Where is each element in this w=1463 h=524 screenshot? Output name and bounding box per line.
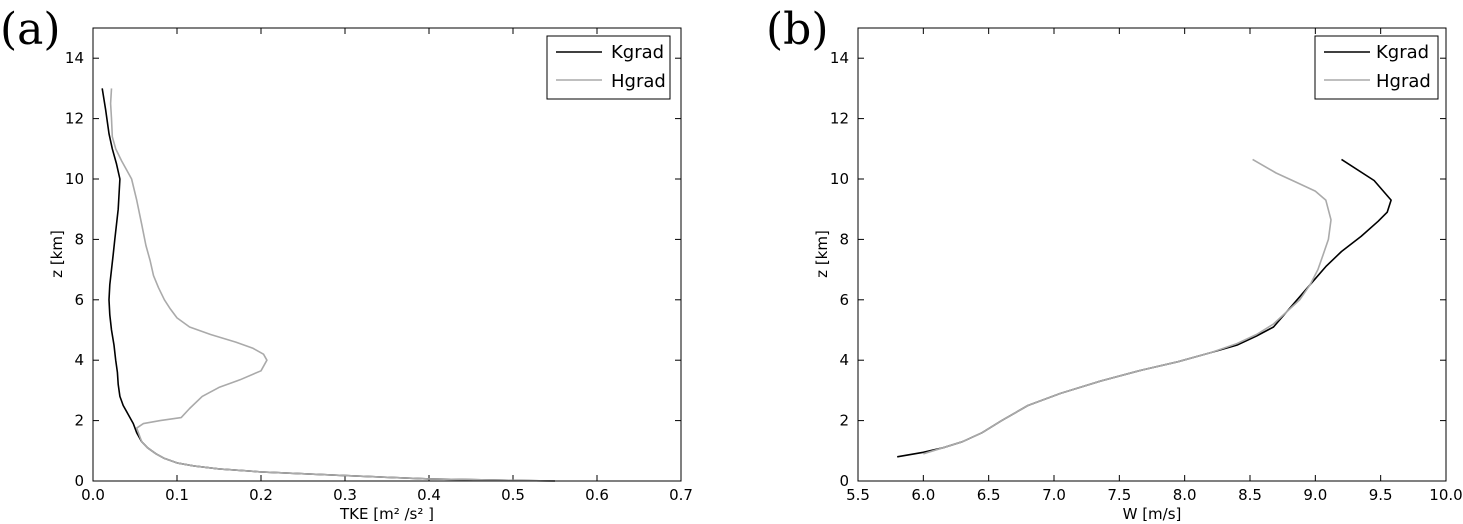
- series-line-hgrad: [109, 88, 556, 482]
- panel-b-ticks: 5.5 6.0 6.5 7.0 7.5 8.0 8.5 9.0 9.5 10.0 0 2 4 6 8 10 12…: [830, 28, 1463, 504]
- x-tick-label: 0.1: [165, 486, 189, 504]
- x-tick-label: 0.0: [81, 486, 105, 504]
- series-line-hgrad: [923, 158, 1332, 455]
- y-tick-label: 12: [830, 110, 849, 128]
- y-tick-label: 12: [65, 110, 84, 128]
- y-tick-label: 2: [74, 412, 84, 430]
- panel-b-legend-box: [1314, 35, 1439, 100]
- panel-a: (a) 0.0 0.1 0.2 0.3 0.4 0.5 0.6 0.702468101214 …: [0, 4, 693, 523]
- x-tick-label: 8.5: [1238, 486, 1262, 504]
- x-tick-label: 7.0: [1042, 486, 1066, 504]
- panel-label-a: (a): [0, 4, 61, 55]
- x-tick-label: 8.0: [1173, 486, 1197, 504]
- series-line-kgrad: [897, 158, 1392, 458]
- panel-a-legend-kgrad-label: Kgrad: [611, 42, 664, 63]
- panel-b-legend-hgrad-label: Hgrad: [1376, 71, 1431, 92]
- y-tick-label: 14: [65, 49, 84, 67]
- panel-b: (b) 5.5 6.0 6.5 7.0 7.5 8.0 8.5 9.0 9.5 10.0 0 2 4 6 8…: [766, 4, 1463, 523]
- panel-a-y-axis-label: z [km]: [48, 230, 66, 278]
- x-tick-label: 0.5: [501, 486, 525, 504]
- x-tick-label: 9.5: [1369, 486, 1393, 504]
- panel-a-legend-hgrad-label: Hgrad: [611, 71, 666, 92]
- x-tick-label: 0.4: [417, 486, 441, 504]
- x-tick-label: 5.5: [846, 486, 870, 504]
- y-tick-label: 10: [830, 170, 849, 188]
- panel-b-legend: Kgrad Hgrad: [1314, 35, 1439, 100]
- panel-b-legend-kgrad-label: Kgrad: [1376, 42, 1429, 63]
- y-tick-label: 6: [839, 291, 849, 309]
- y-tick-label: 4: [839, 351, 849, 369]
- y-tick-label: 6: [74, 291, 84, 309]
- x-tick-label: 6.0: [911, 486, 935, 504]
- x-tick-label: 6.5: [977, 486, 1001, 504]
- panel-b-y-axis-label: z [km]: [813, 230, 831, 278]
- x-tick-label: 0.2: [249, 486, 273, 504]
- x-tick-label: 10.0: [1429, 486, 1462, 504]
- panel-a-legend-box: [546, 35, 671, 100]
- panel-b-series: [897, 158, 1392, 458]
- series-line-kgrad: [101, 88, 556, 482]
- y-tick-label: 10: [65, 170, 84, 188]
- panel-a-x-axis-label: TKE [m² /s² ]: [339, 505, 434, 523]
- panel-a-axes-frame: [92, 27, 682, 482]
- y-tick-label: 8: [839, 230, 849, 248]
- y-tick-label: 4: [74, 351, 84, 369]
- panel-a-legend: Kgrad Hgrad: [546, 35, 671, 100]
- panel-label-b: (b): [766, 4, 829, 55]
- panel-b-x-axis-label: W [m/s]: [1123, 505, 1182, 523]
- x-tick-label: 0.7: [669, 486, 693, 504]
- panel-a-ticks: 0.0 0.1 0.2 0.3 0.4 0.5 0.6 0.7 0 2 4 6 8 10 12 14: [65, 28, 693, 504]
- x-tick-label: 0.6: [585, 486, 609, 504]
- y-tick-label: 0: [74, 472, 84, 490]
- x-tick-label: 0.3: [333, 486, 357, 504]
- y-tick-label: 8: [74, 230, 84, 248]
- y-tick-label: 14: [830, 49, 849, 67]
- x-tick-label: 7.5: [1107, 486, 1131, 504]
- y-tick-label: 0: [839, 472, 849, 490]
- y-tick-label: 2: [839, 412, 849, 430]
- panel-a-series: [101, 88, 556, 482]
- panel-b-axes-frame: [857, 27, 1447, 482]
- x-tick-label: 9.0: [1303, 486, 1327, 504]
